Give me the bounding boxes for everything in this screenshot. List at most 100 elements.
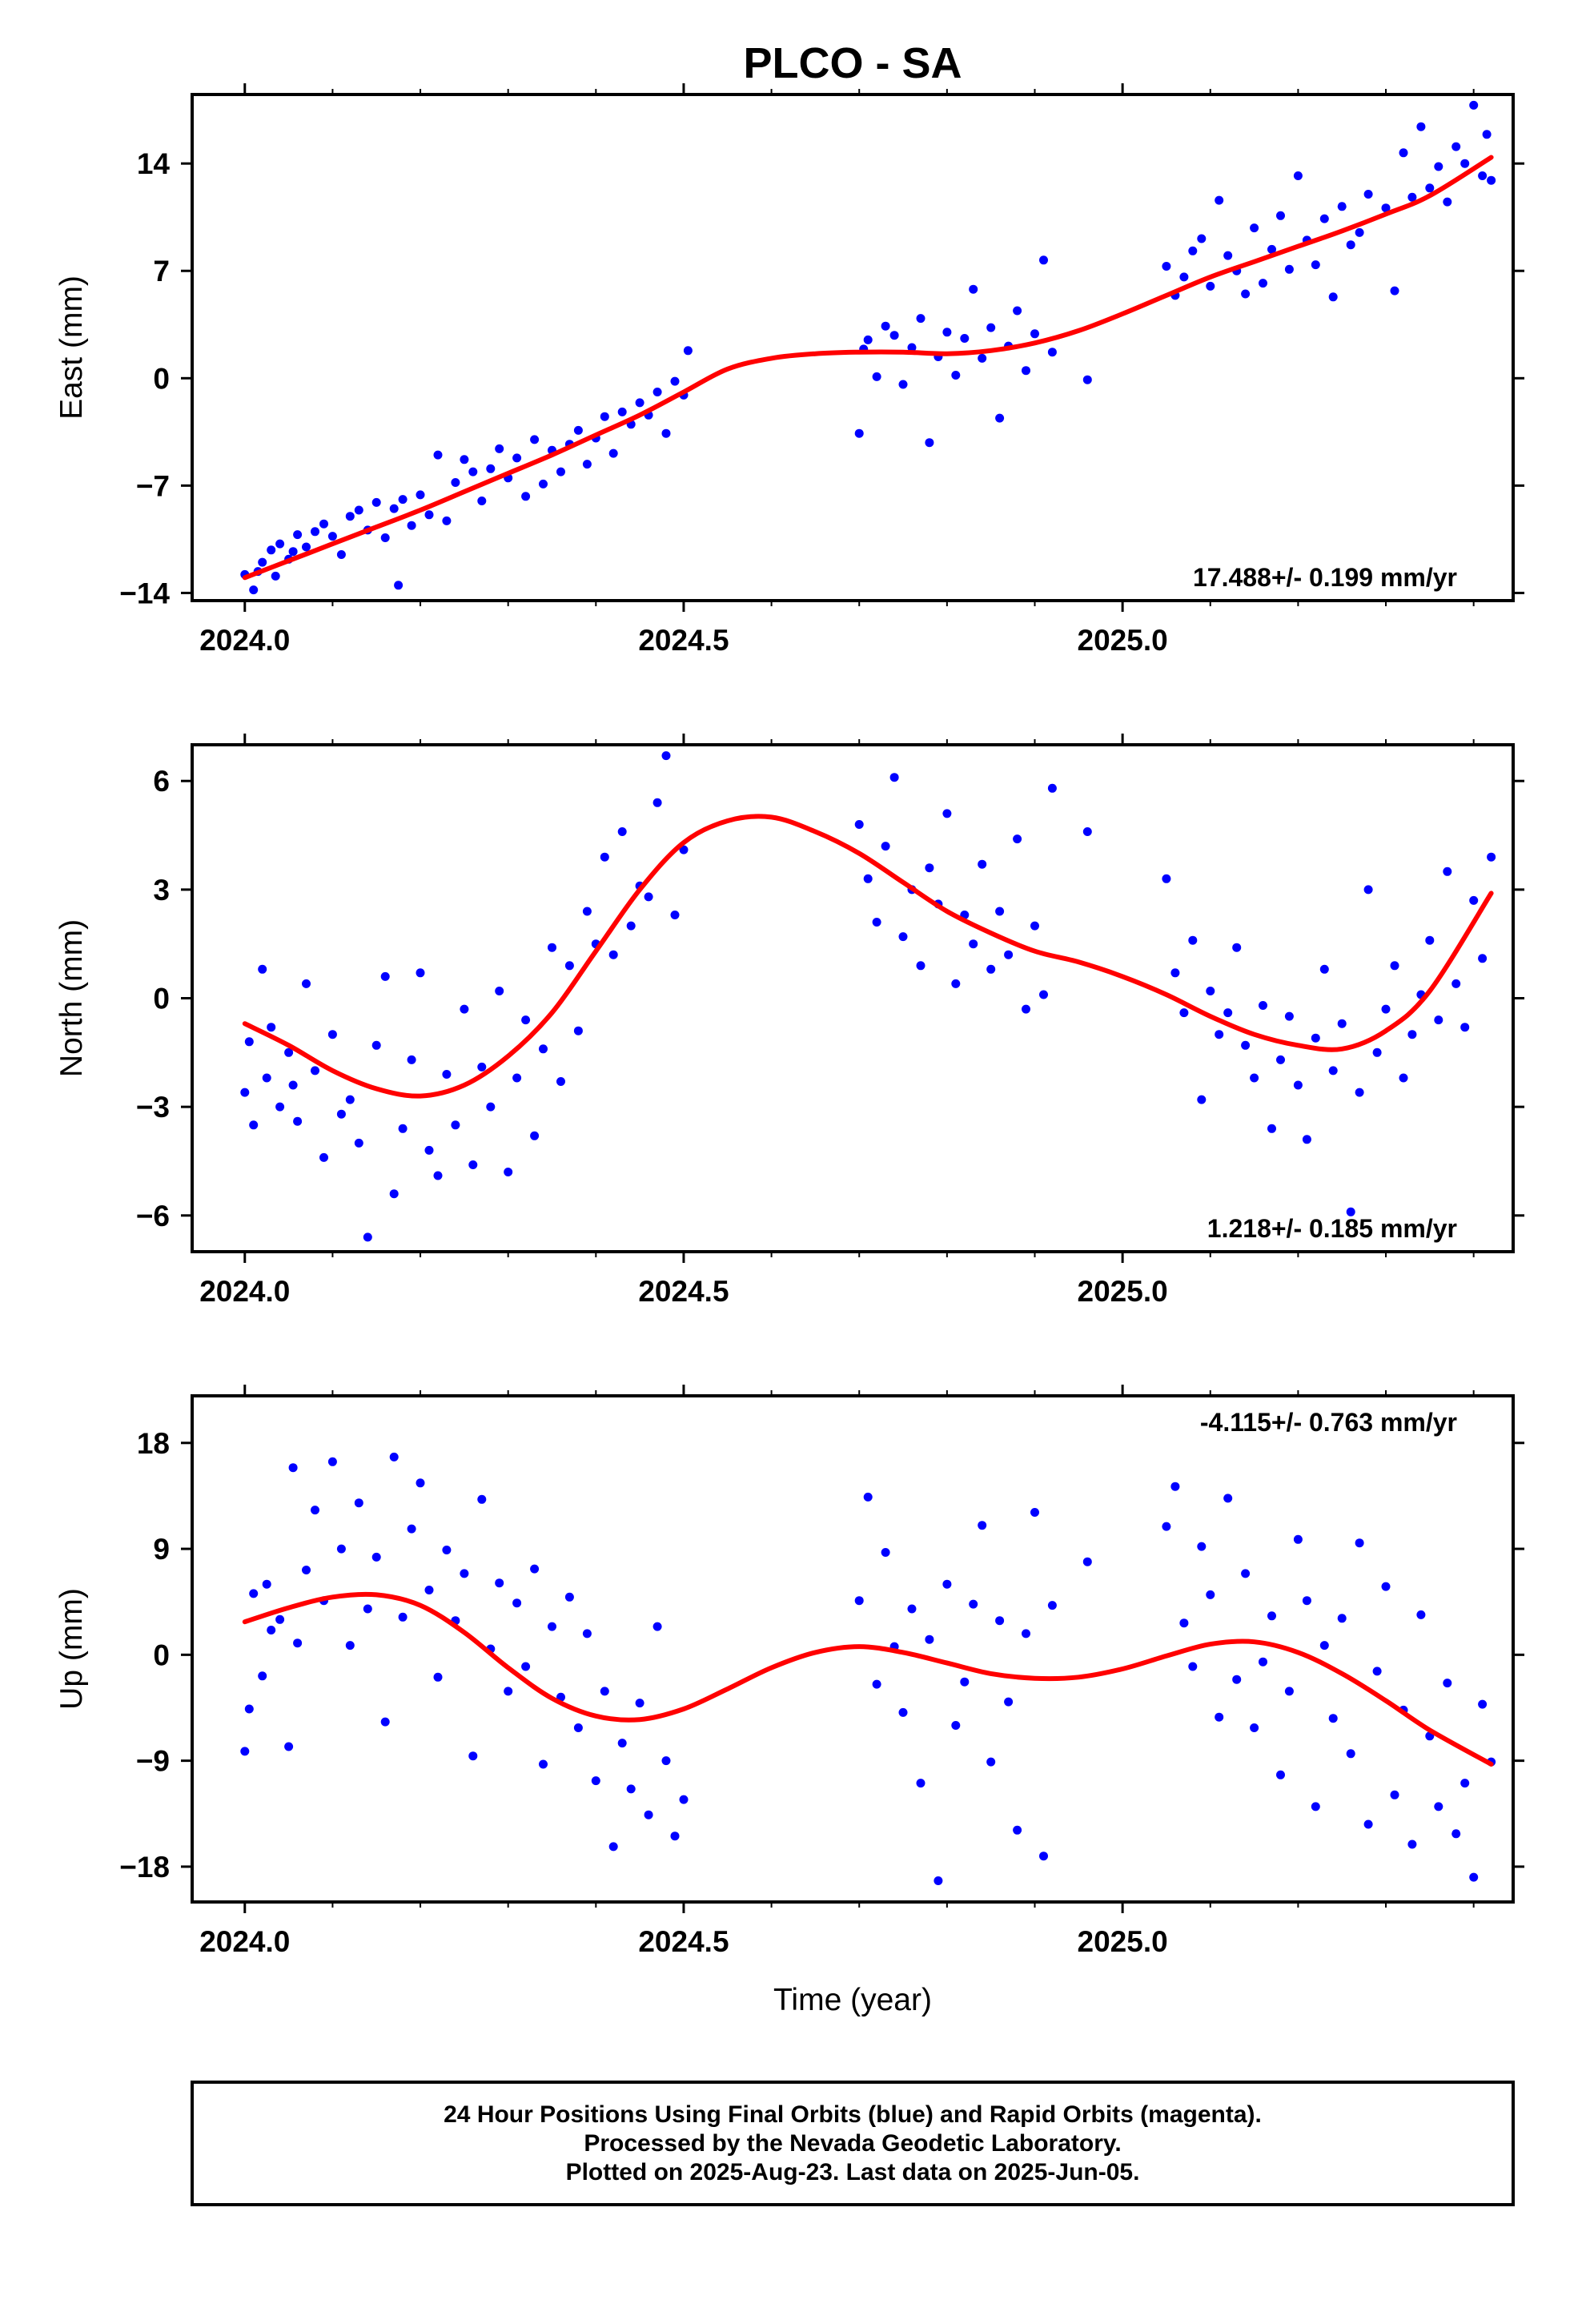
data-point — [389, 1452, 399, 1462]
data-point — [573, 1723, 583, 1732]
data-point — [1293, 1534, 1303, 1544]
data-point — [1319, 214, 1329, 223]
data-point — [1267, 1611, 1276, 1621]
data-point — [670, 376, 680, 386]
data-point — [881, 321, 890, 331]
data-point — [1004, 1697, 1014, 1707]
data-point — [1013, 306, 1022, 316]
data-point — [600, 852, 609, 862]
data-point — [284, 1742, 294, 1751]
data-point — [995, 1616, 1005, 1626]
data-point — [1197, 234, 1207, 243]
data-point — [262, 1073, 271, 1083]
data-point — [1487, 852, 1496, 862]
data-point — [889, 331, 899, 340]
data-point — [1346, 1749, 1355, 1759]
data-point — [600, 412, 609, 421]
data-point — [1250, 1073, 1259, 1083]
data-point — [468, 467, 478, 476]
data-point — [275, 1614, 285, 1624]
data-point — [1319, 964, 1329, 974]
data-point — [240, 1747, 250, 1756]
data-point — [1390, 1790, 1399, 1799]
data-point — [336, 1544, 346, 1554]
data-point — [477, 497, 487, 505]
x-tick-label: 2024.0 — [199, 1925, 290, 1958]
data-point — [986, 964, 996, 974]
data-point — [582, 907, 592, 916]
data-point — [293, 1638, 303, 1648]
data-point — [986, 1757, 996, 1767]
data-point — [889, 773, 899, 782]
data-point — [1082, 827, 1092, 836]
y-tick-label: 0 — [153, 362, 170, 395]
footer-line-1: 24 Hour Positions Using Final Orbits (bl… — [444, 2101, 1262, 2128]
data-point — [872, 918, 881, 927]
data-point — [460, 1004, 469, 1014]
data-point — [969, 284, 978, 294]
data-point — [468, 1751, 478, 1761]
data-point — [433, 450, 443, 460]
data-point — [916, 314, 926, 324]
data-point — [1047, 1601, 1057, 1610]
data-point — [293, 530, 303, 540]
data-point — [1039, 255, 1048, 265]
data-point — [934, 1876, 943, 1885]
data-point — [1284, 1687, 1294, 1696]
rate-annotation: -4.115+/- 0.763 mm/yr — [1200, 1408, 1457, 1437]
data-point — [240, 1088, 250, 1097]
data-point — [1039, 990, 1048, 999]
data-point — [898, 932, 908, 942]
plot-title: PLCO - SA — [743, 39, 962, 87]
data-point — [1390, 961, 1399, 971]
data-point — [1170, 968, 1180, 978]
data-point — [1346, 240, 1355, 250]
data-point — [1381, 1004, 1391, 1014]
data-point — [1197, 1542, 1207, 1551]
data-point — [302, 1566, 311, 1574]
data-point — [863, 1492, 873, 1502]
data-point — [311, 1506, 319, 1515]
data-point — [608, 950, 618, 959]
data-point — [380, 971, 390, 981]
data-point — [1293, 171, 1303, 180]
data-point — [1328, 1714, 1338, 1723]
y-tick-label: 18 — [137, 1427, 170, 1460]
data-point — [311, 527, 319, 537]
data-point — [380, 533, 390, 542]
data-point — [1259, 1001, 1267, 1010]
data-point — [978, 353, 987, 363]
data-point — [600, 1687, 609, 1696]
data-point — [267, 1023, 276, 1032]
data-point — [644, 1810, 653, 1819]
data-point — [591, 1776, 600, 1786]
data-point — [354, 1498, 363, 1508]
data-point — [1215, 1030, 1224, 1039]
north-panel: 2024.0 2024.5 2025.0 −6 −3 0 3 6 North (mm) 1.218… — [54, 734, 1524, 1308]
data-point — [345, 1641, 355, 1651]
data-point — [881, 1548, 890, 1557]
data-point — [1039, 1852, 1048, 1861]
data-point — [564, 1592, 574, 1602]
data-point — [1188, 1662, 1198, 1671]
data-point — [1460, 1779, 1470, 1788]
data-point — [608, 1842, 618, 1852]
x-tick-label: 2024.5 — [638, 1275, 729, 1308]
data-point — [652, 798, 662, 807]
data-point — [521, 1015, 531, 1025]
data-point — [1425, 183, 1435, 193]
data-point — [394, 581, 404, 590]
data-point — [670, 1831, 680, 1841]
data-point — [1030, 329, 1039, 339]
data-point — [1337, 202, 1347, 211]
data-point — [626, 921, 636, 931]
data-point — [942, 809, 952, 818]
data-point — [1381, 1582, 1391, 1591]
data-point — [872, 372, 881, 381]
data-point — [530, 435, 540, 444]
data-point — [398, 495, 408, 505]
data-point — [371, 497, 381, 507]
data-point — [925, 1634, 934, 1644]
data-point — [907, 1604, 917, 1614]
data-point — [495, 987, 504, 995]
